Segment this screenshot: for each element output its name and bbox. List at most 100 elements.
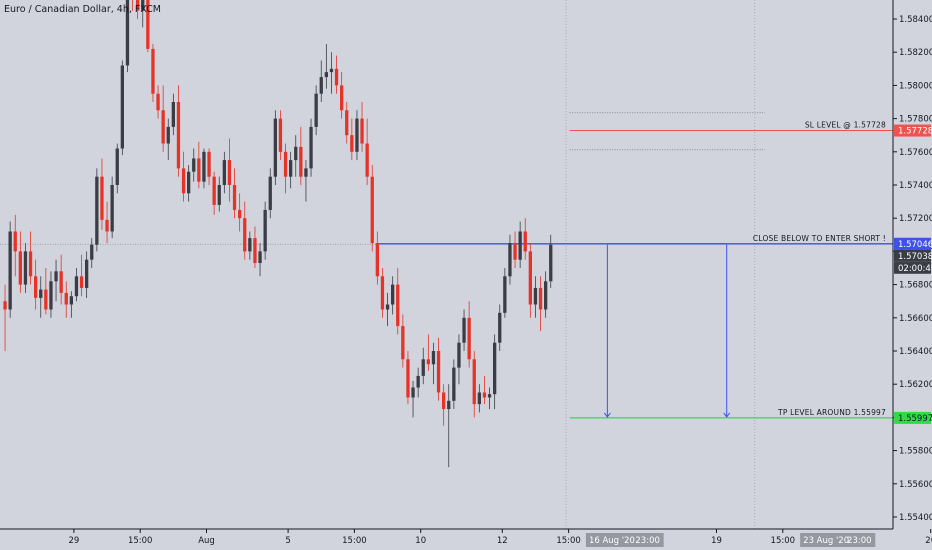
candle-body [421,359,425,376]
chart-title: Euro / Canadian Dollar, 4h, FXCM [4,4,161,15]
candle [401,314,405,368]
sl-badge-text: 1.57728 [898,127,932,137]
candle-body [360,118,364,144]
y-tick-label: 1.55600 [899,480,932,490]
candle [166,118,170,161]
candle-body [3,301,7,310]
candle-body [436,351,441,393]
candle [105,201,109,244]
x-tick-label: Aug [198,536,215,546]
y-tick-label: 1.57600 [899,148,932,158]
candle-body [549,244,553,282]
candle [79,254,84,297]
candle-body [110,185,114,232]
candle-body [498,312,502,343]
candle-body [34,276,38,298]
date-badge-bg-1 [585,533,664,547]
candle [212,171,216,215]
candle [202,148,206,189]
x-tick-label: 15:00 [128,536,153,546]
candle [136,0,140,19]
candle [44,268,48,315]
candle [258,243,262,277]
candle-body [207,151,211,177]
x-tick-label: 5 [285,536,290,546]
candle [100,158,104,230]
candle [248,231,252,260]
candle [161,85,165,152]
candle-body [64,292,68,305]
candle [289,151,293,189]
candle [370,165,374,252]
candle [340,72,344,119]
candle-body [294,146,298,161]
candle [64,281,68,318]
candle-body [217,185,221,205]
candle [396,268,400,335]
candle-body [426,359,430,365]
level-label-entry: CLOSE BELOW TO ENTER SHORT ! [753,234,886,243]
candle [278,110,283,161]
candle-body [171,102,175,127]
candle-body [528,251,532,305]
candle [447,384,451,468]
candle [436,337,441,401]
candle-body [238,209,242,219]
candle-body [431,351,436,365]
drawing-arrows [603,243,731,418]
candle-body [18,251,22,285]
candle-body [416,375,420,388]
candle [493,334,497,410]
countdown-badge-text: 02:00:49 [898,264,932,274]
candle-body [380,276,385,310]
candle-body [487,394,492,398]
candle [232,168,237,219]
y-axis-ticks: 1.58400 1.58200 1.58000 1.57800 1.57600 1.574… [893,15,932,523]
candle [217,176,221,212]
candle [324,43,328,89]
candle-body [197,158,201,182]
candle [192,148,196,182]
candle-body [54,271,58,282]
candle [156,85,160,119]
candle [482,375,487,405]
candle-body [401,326,405,360]
candle-body [115,148,119,185]
candle [171,93,175,136]
candle-body [151,48,155,94]
candle-body [39,289,43,298]
candle-body [518,231,522,260]
candle-body [482,392,487,398]
candle-body [74,276,79,297]
candle-body [13,231,17,252]
candle [49,271,53,318]
candle-body [447,400,451,410]
candle [508,234,512,285]
annotations: CLOSE BELOW TO ENTER SHORT ! SL LEVEL @ 1… [753,121,886,417]
candle-body [477,392,481,405]
candle-body [503,276,507,313]
y-tick-label: 1.56600 [899,314,932,324]
x-tick-label: 26 [925,536,932,546]
candle [238,193,242,232]
candle [350,118,354,161]
candle [299,126,303,185]
candle-body [273,118,277,177]
candle-body [375,243,379,277]
candle-body [105,219,109,232]
candle [132,0,133,11]
candle [498,304,502,351]
candle [472,351,476,418]
candle [528,243,532,318]
price-badges: 1.57728 1.57046 1.57038 02:00:49 1.55997 [894,124,932,424]
candle-body [457,342,461,368]
candle-body [299,146,303,177]
candle-body [391,284,395,305]
candle-body [396,284,400,327]
candle-body [136,0,140,11]
candle-body [166,126,170,144]
candle [263,201,267,260]
candle-body [319,77,323,94]
